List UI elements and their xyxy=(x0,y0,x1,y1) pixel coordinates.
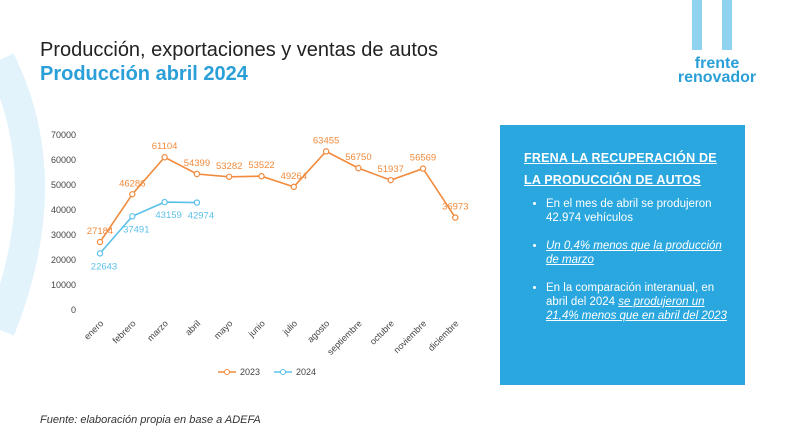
point xyxy=(290,183,297,191)
x-tick-label: junio xyxy=(246,318,267,339)
legend-label: 2024 xyxy=(296,367,316,377)
x-tick-label: julio xyxy=(280,318,299,337)
data-label: 36973 xyxy=(442,202,468,213)
y-tick-label: 50000 xyxy=(51,180,76,190)
point xyxy=(161,198,168,206)
legend-label: 2023 xyxy=(240,367,260,377)
x-tick-label: agosto xyxy=(305,318,331,344)
heading-line: FRENA LA RECUPERACIÓN DE xyxy=(524,151,717,165)
x-tick-label: febrero xyxy=(110,318,137,345)
x-tick-label: marzo xyxy=(145,318,170,343)
point xyxy=(193,170,201,178)
logo-text: renovador xyxy=(678,69,756,86)
y-tick-label: 0 xyxy=(71,305,76,315)
x-tick-label: abril xyxy=(183,318,202,337)
data-label: 53282 xyxy=(216,161,242,172)
point xyxy=(129,191,136,198)
logo-bar xyxy=(692,0,702,50)
point xyxy=(193,199,201,206)
x-tick-label: noviembre xyxy=(392,318,429,355)
y-tick-label: 70000 xyxy=(51,130,76,140)
data-label: 37491 xyxy=(123,224,149,235)
bullet-text: En el mes de abril se produjeron 42.974 … xyxy=(546,198,712,224)
point xyxy=(96,250,104,257)
x-tick-label: octubre xyxy=(368,318,396,346)
logo-text: frente xyxy=(695,55,740,72)
data-label: 56750 xyxy=(345,152,371,163)
heading-line: LA PRODUCCIÓN DE AUTOS xyxy=(524,173,701,187)
logo-bar xyxy=(722,0,732,50)
point xyxy=(96,238,104,246)
bullet: En la comparación interanual, en abril d… xyxy=(546,281,727,323)
info-box: FRENA LA RECUPERACIÓN DE LA PRODUCCIÓN DE… xyxy=(500,125,745,385)
data-label: 43159 xyxy=(155,210,181,221)
point xyxy=(161,154,168,161)
x-tick-label: septiembre xyxy=(325,318,364,357)
y-tick-label: 10000 xyxy=(51,280,76,290)
bullets: En el mes de abril se produjeron 42.974 … xyxy=(524,197,727,323)
line xyxy=(99,201,197,254)
legend-marker xyxy=(280,369,286,375)
data-label: 42974 xyxy=(188,211,214,222)
data-label: 51937 xyxy=(377,164,403,175)
source: Fuente: elaboración propia en base a ADE… xyxy=(40,414,261,426)
box-heading: FRENA LA RECUPERACIÓN DE LA PRODUCCIÓN DE… xyxy=(524,147,727,191)
point xyxy=(419,165,427,172)
point xyxy=(225,173,233,180)
legend-marker xyxy=(224,369,230,375)
bullet: Un 0,4% menos que la producción de marzo xyxy=(546,239,727,267)
data-label: 22643 xyxy=(91,261,117,272)
bullet-text: En la comparación interanual, en abril d… xyxy=(546,282,715,308)
point xyxy=(322,148,330,155)
y-tick-label: 40000 xyxy=(51,205,76,215)
data-label: 46286 xyxy=(119,178,145,189)
point xyxy=(355,164,362,172)
data-label: 56569 xyxy=(410,153,436,164)
x-tick-label: mayo xyxy=(212,318,235,341)
point xyxy=(452,214,459,221)
chart-subtitle: Producción abril 2024 xyxy=(40,63,249,85)
line xyxy=(99,150,456,243)
point xyxy=(129,213,136,220)
data-label: 49264 xyxy=(281,171,307,182)
decor-curve xyxy=(0,53,45,336)
x-tick-label: enero xyxy=(82,318,105,341)
bullet: En el mes de abril se produjeron 42.974 … xyxy=(546,197,727,225)
data-label: 53522 xyxy=(248,160,274,171)
y-tick-label: 20000 xyxy=(51,255,76,265)
data-label: 54399 xyxy=(184,158,210,169)
data-label: 27184 xyxy=(87,226,113,237)
x-tick-label: diciembre xyxy=(426,318,461,353)
data-label: 63455 xyxy=(313,135,339,146)
y-tick-label: 60000 xyxy=(51,155,76,165)
point xyxy=(258,172,265,180)
bullet-text: se produjeron un 21,4% menos que en abri… xyxy=(546,296,727,322)
chart-title: Producción, exportaciones y ventas de au… xyxy=(40,39,438,61)
data-label: 61104 xyxy=(152,141,178,152)
bullet-text: Un 0,4% menos que la producción de marzo xyxy=(546,240,722,266)
y-tick-label: 30000 xyxy=(51,230,76,240)
point xyxy=(387,176,394,184)
